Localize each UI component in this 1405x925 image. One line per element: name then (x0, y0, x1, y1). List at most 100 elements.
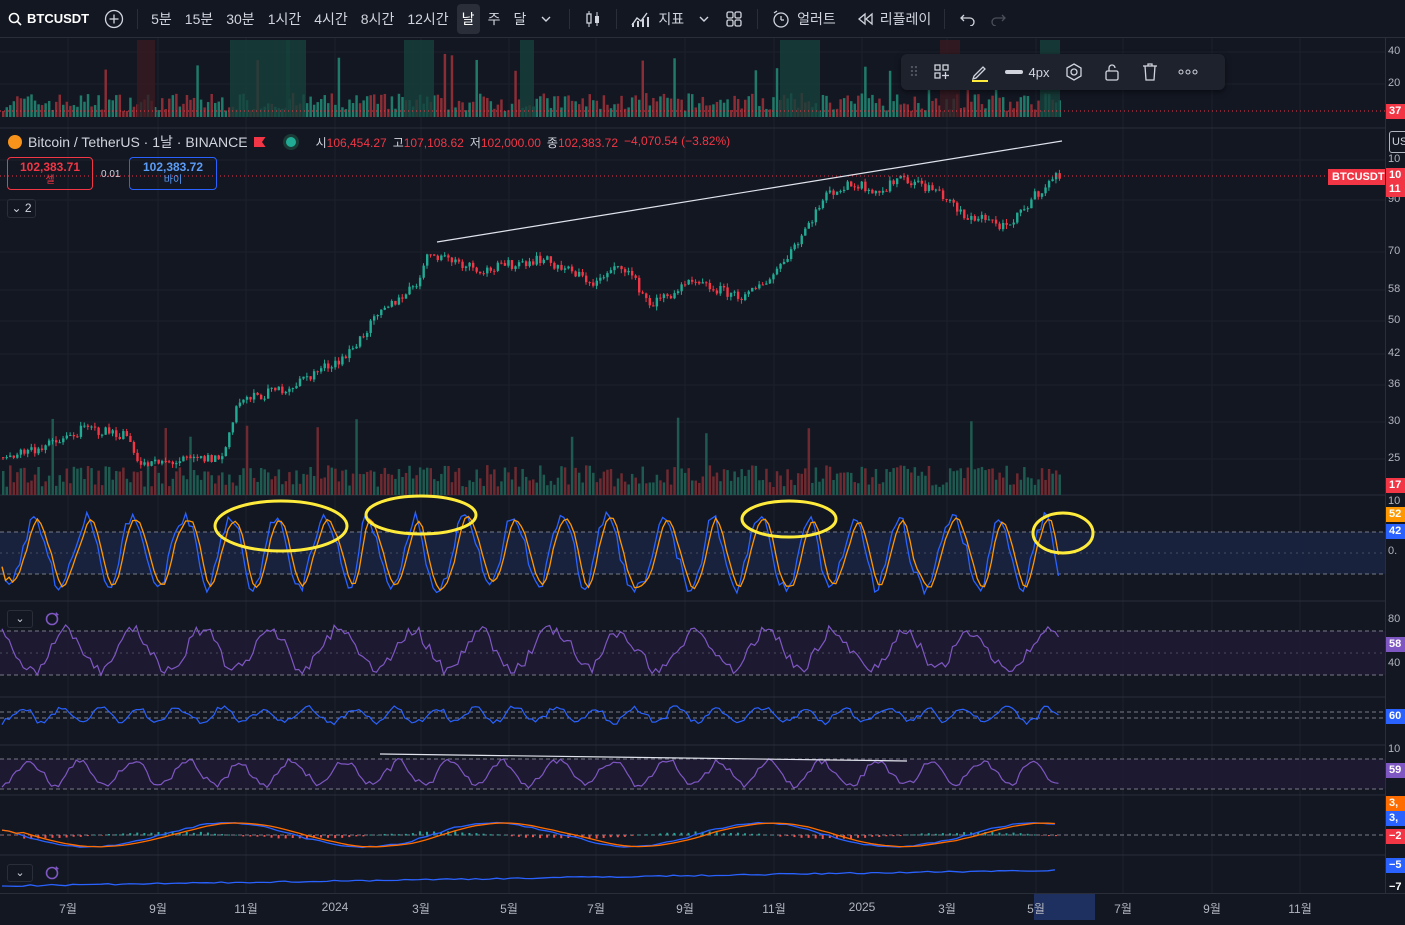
candle-body (150, 461, 153, 466)
currency-tag[interactable]: US (1389, 131, 1405, 153)
line-color-button[interactable] (963, 57, 997, 87)
candle-body (546, 256, 549, 260)
more-intervals-button[interactable] (531, 4, 561, 34)
candle-body (86, 425, 90, 427)
volume-bar (83, 101, 86, 117)
candle-body (40, 448, 44, 450)
volume-bar (440, 98, 443, 117)
layout-button[interactable] (719, 4, 749, 34)
volume-bar (503, 110, 507, 117)
interval-6[interactable]: 12시간 (407, 10, 449, 27)
candle-body (970, 216, 973, 220)
price-scale-tag: 3, (1386, 811, 1405, 826)
macd-histogram-bar (885, 835, 888, 837)
sync-icon[interactable] (44, 611, 60, 627)
chart-area[interactable] (0, 38, 1385, 893)
volume-bar (348, 485, 351, 495)
candle-body (998, 223, 1001, 230)
candle-body (984, 214, 987, 221)
volume-bar (595, 100, 599, 117)
candle-body (256, 392, 259, 395)
volume-bar (825, 465, 828, 495)
symbol-search[interactable]: BTCUSDT (0, 11, 99, 26)
price-scale-tag: 52 (1386, 507, 1405, 522)
collapse-indicators-button[interactable]: ⌄ 2 (7, 199, 36, 218)
candle-body (669, 296, 673, 299)
alert-button[interactable]: 얼러트 (766, 4, 841, 34)
time-axis-label: 5월 (500, 902, 518, 916)
time-axis[interactable]: 7월 9월 11월 2024 3월 5월 7월 9월 11월 2025 3월 5월 7월 9월 11월 (0, 893, 1405, 925)
compare-symbol-button[interactable] (99, 4, 129, 34)
macd-histogram-bar (171, 832, 174, 836)
indicators-button[interactable]: 지표 (625, 4, 689, 34)
volume-bar (701, 96, 705, 117)
rsi-line (1, 624, 1059, 677)
redo-button[interactable] (983, 4, 1013, 34)
volume-bar (744, 99, 747, 117)
templates-button[interactable] (925, 57, 959, 87)
symbol-title[interactable]: Bitcoin / TetherUS · 1날 · BINANCE (28, 134, 248, 150)
macd-histogram-bar (16, 835, 19, 836)
macd-histogram-bar (23, 835, 26, 839)
volume-bar (659, 480, 662, 495)
volume-bar (259, 467, 263, 495)
more-button[interactable] (1171, 57, 1205, 87)
pane-collapse-button[interactable]: ⌄ (7, 610, 33, 628)
volume-bar (811, 482, 814, 495)
undo-button[interactable] (953, 4, 983, 34)
volume-bar (252, 477, 256, 495)
macd-histogram-bar (461, 832, 464, 836)
interval-2[interactable]: 30분 (226, 10, 255, 27)
indicator-count: 2 (24, 201, 32, 215)
macd-histogram-bar (30, 835, 33, 840)
volume-bar (65, 468, 69, 495)
pane-collapse-button-2[interactable]: ⌄ (7, 864, 33, 882)
macd-histogram-bar (454, 831, 457, 836)
interval-1[interactable]: 15분 (184, 10, 214, 27)
replay-button[interactable]: 리플레이 (851, 4, 937, 34)
candle-body (309, 376, 312, 380)
volume-bar (150, 486, 153, 495)
buy-button[interactable]: 102,383.72 바이 (129, 157, 217, 190)
volume-bar (881, 105, 885, 117)
indicator-templates-button[interactable] (689, 4, 719, 34)
price-scale-label: 40 (1388, 45, 1401, 57)
volume-bar (115, 95, 118, 117)
volume-bar (16, 96, 19, 117)
candle-body (312, 371, 316, 380)
time-axis-label: 7월 (59, 902, 77, 916)
line-width-button[interactable]: 4px (1001, 57, 1053, 87)
interval-0[interactable]: 5분 (151, 10, 172, 27)
interval-8[interactable]: 주 (487, 10, 501, 27)
candle-body (729, 292, 733, 297)
candle-body (740, 298, 743, 300)
candle-body (705, 282, 708, 284)
volume-bar (210, 93, 213, 117)
volume-bar (581, 98, 584, 117)
delete-button[interactable] (1133, 57, 1167, 87)
chart-canvas[interactable] (0, 38, 1385, 893)
volume-bar (1033, 484, 1037, 495)
price-scale-tag: −2 (1386, 829, 1405, 844)
market-status-icon[interactable] (285, 137, 296, 147)
price-scale[interactable]: 40 20 10 90 70 58 50 42 36 30 25 10 0. 80 40 10 37 10 11 17… (1385, 38, 1405, 893)
volume-bar (404, 472, 408, 495)
interval-7[interactable]: 날 (456, 3, 480, 34)
interval-3[interactable]: 1시간 (267, 10, 302, 27)
volume-bar (111, 479, 115, 495)
candle-body (659, 297, 662, 299)
chart-type-button[interactable] (578, 4, 608, 34)
interval-4[interactable]: 4시간 (314, 10, 348, 27)
interval-9[interactable]: 달 (513, 10, 527, 27)
flag-icon[interactable] (253, 137, 266, 147)
volume-bar (192, 470, 196, 495)
lock-button[interactable] (1095, 57, 1129, 87)
settings-button[interactable] (1057, 57, 1091, 87)
interval-5[interactable]: 8시간 (360, 10, 395, 27)
open-value: 106,454.27 (326, 135, 387, 150)
volume-bar (934, 484, 938, 495)
sync-icon[interactable] (44, 865, 60, 881)
volume-bar (807, 428, 811, 495)
drag-handle-icon[interactable]: ⠿ (908, 63, 920, 80)
sell-button[interactable]: 102,383.71 셀 (7, 157, 93, 190)
